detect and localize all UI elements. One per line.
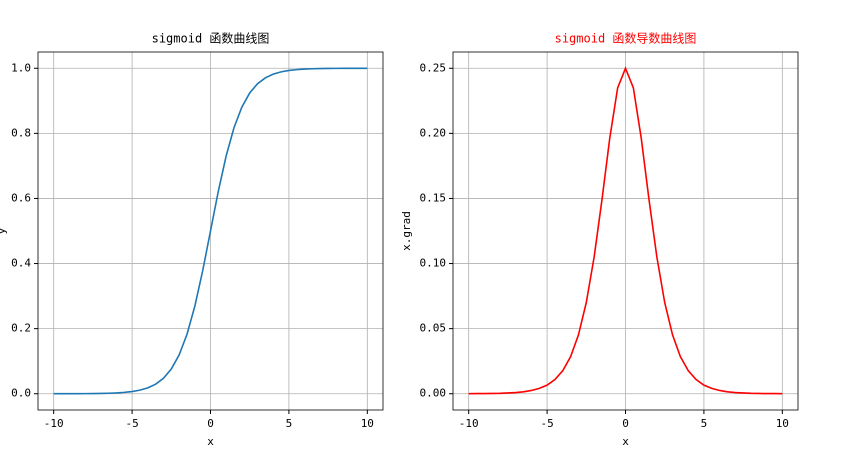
x-tick-label: -10 bbox=[459, 417, 479, 430]
axes-frame bbox=[452, 51, 799, 411]
x-tick-label: -5 bbox=[540, 417, 553, 430]
line bbox=[53, 67, 368, 395]
line bbox=[468, 66, 783, 395]
x-axis-label: x bbox=[622, 435, 629, 448]
y-tick-label: 0.20 bbox=[420, 126, 447, 139]
y-tick-label: 0.4 bbox=[11, 257, 31, 270]
y-tick-label: 0.25 bbox=[420, 61, 447, 74]
y-tick-label: 1.0 bbox=[11, 61, 31, 74]
x-tick-label: 10 bbox=[776, 417, 789, 430]
y-tick-label: 0.2 bbox=[11, 322, 31, 335]
y-tick-label: 0.15 bbox=[420, 191, 447, 204]
y-axis-label: y bbox=[0, 227, 8, 234]
chart-title: sigmoid 函数曲线图 bbox=[152, 31, 270, 46]
y-tick-label: 0.6 bbox=[11, 191, 31, 204]
x-tick-label: 5 bbox=[286, 417, 293, 430]
y-tick-label: 0.0 bbox=[11, 387, 31, 400]
x-tick-label: -10 bbox=[44, 417, 64, 430]
axes-frame bbox=[37, 51, 384, 411]
x-tick-label: 10 bbox=[361, 417, 374, 430]
x-tick-label: 0 bbox=[207, 417, 214, 430]
x-axis-label: x bbox=[207, 435, 214, 448]
x-tick-label: -5 bbox=[125, 417, 138, 430]
y-tick-label: 0.00 bbox=[420, 387, 447, 400]
y-axis-label: x.grad bbox=[400, 211, 413, 251]
x-tick-label: 5 bbox=[701, 417, 708, 430]
chart-title: sigmoid 函数导数曲线图 bbox=[555, 31, 697, 46]
y-tick-label: 0.10 bbox=[420, 257, 447, 270]
y-tick-label: 0.05 bbox=[420, 322, 447, 335]
y-tick-label: 0.8 bbox=[11, 126, 31, 139]
x-tick-label: 0 bbox=[622, 417, 629, 430]
